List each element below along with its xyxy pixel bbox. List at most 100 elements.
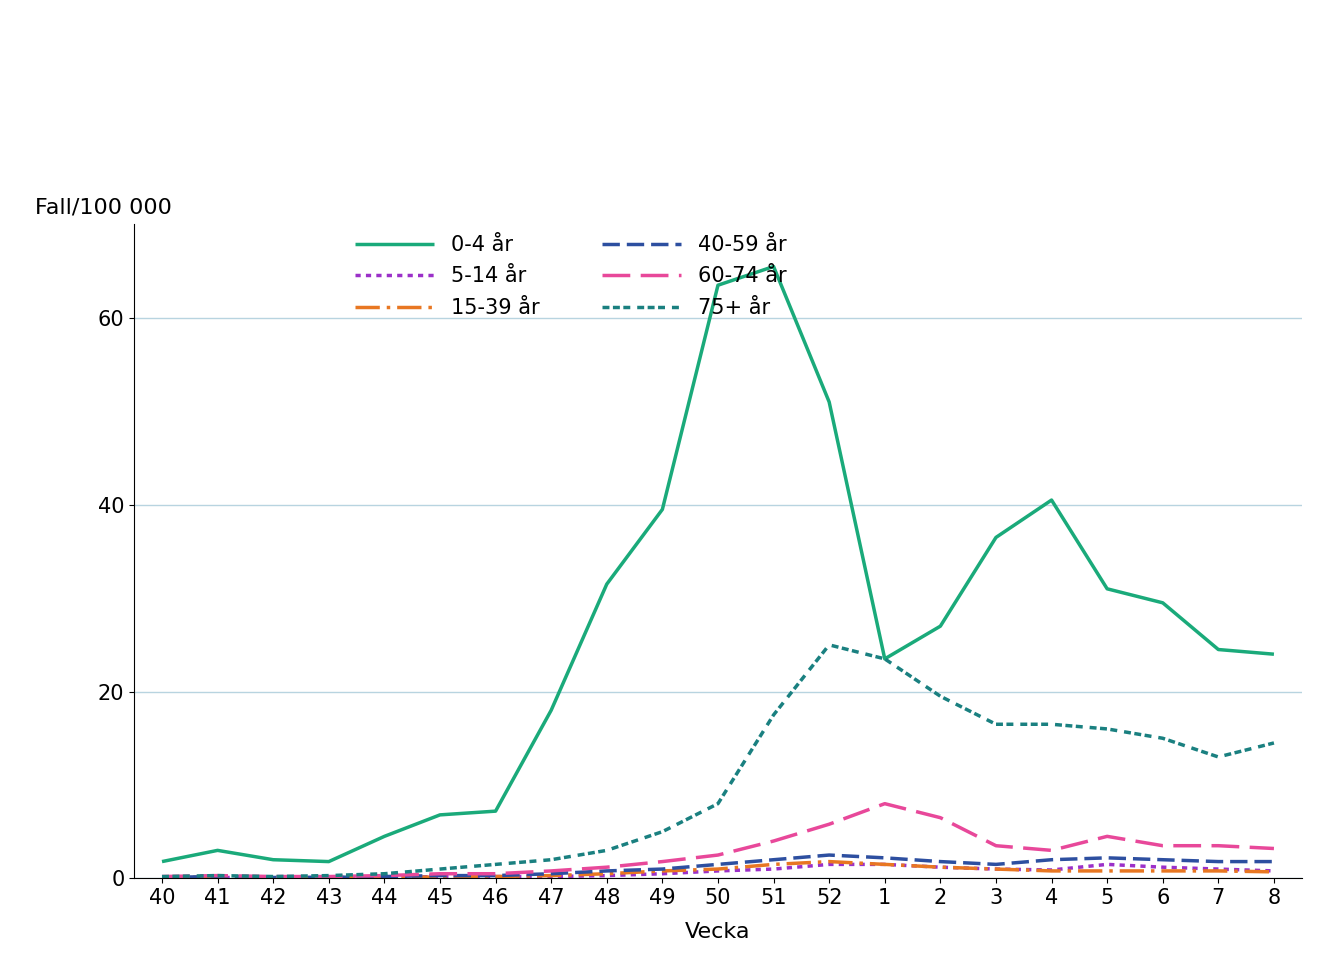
5-14 år — [544, 871, 560, 882]
40-59 år — [376, 871, 392, 882]
5-14 år — [821, 859, 837, 871]
40-59 år — [321, 872, 337, 883]
75+ år — [765, 709, 781, 720]
40-59 år — [154, 872, 170, 883]
60-74 år — [1266, 842, 1282, 854]
5-14 år — [321, 872, 337, 883]
0-4 år — [765, 261, 781, 272]
Legend: 0-4 år, 5-14 år, 15-39 år, 40-59 år, 60-74 år, 75+ år: 0-4 år, 5-14 år, 15-39 år, 40-59 år, 60-… — [354, 235, 786, 318]
75+ år — [933, 690, 949, 702]
75+ år — [154, 871, 170, 882]
15-39 år — [599, 868, 615, 879]
75+ år — [209, 870, 225, 881]
5-14 år — [1044, 864, 1060, 875]
40-59 år — [988, 859, 1004, 871]
0-4 år — [599, 578, 615, 590]
0-4 år — [933, 621, 949, 632]
15-39 år — [765, 859, 781, 871]
40-59 år — [1154, 854, 1170, 866]
40-59 år — [655, 863, 671, 874]
5-14 år — [266, 872, 282, 883]
5-14 år — [432, 871, 448, 882]
60-74 år — [876, 797, 892, 809]
X-axis label: Vecka: Vecka — [686, 922, 750, 942]
60-74 år — [1154, 839, 1170, 851]
60-74 år — [933, 812, 949, 824]
40-59 år — [1044, 854, 1060, 866]
40-59 år — [821, 849, 837, 861]
40-59 år — [1099, 852, 1115, 864]
40-59 år — [1210, 856, 1227, 868]
15-39 år — [487, 871, 503, 882]
40-59 år — [599, 865, 615, 876]
75+ år — [1266, 737, 1282, 749]
0-4 år — [487, 805, 503, 817]
0-4 år — [1044, 494, 1060, 506]
40-59 år — [933, 856, 949, 868]
75+ år — [1044, 718, 1060, 730]
5-14 år — [933, 862, 949, 874]
5-14 år — [710, 865, 726, 876]
60-74 år — [765, 835, 781, 847]
75+ år — [599, 844, 615, 856]
5-14 år — [154, 872, 170, 883]
40-59 år — [487, 870, 503, 881]
75+ år — [1099, 723, 1115, 735]
0-4 år — [321, 856, 337, 868]
Y-axis label: Fall/100 000: Fall/100 000 — [35, 198, 172, 218]
0-4 år — [432, 809, 448, 821]
40-59 år — [765, 854, 781, 866]
0-4 år — [710, 279, 726, 291]
15-39 år — [821, 856, 837, 868]
40-59 år — [544, 868, 560, 879]
15-39 år — [1044, 865, 1060, 876]
60-74 år — [988, 839, 1004, 851]
75+ år — [432, 863, 448, 874]
5-14 år — [599, 870, 615, 881]
5-14 år — [988, 863, 1004, 874]
60-74 år — [1099, 831, 1115, 842]
75+ år — [876, 653, 892, 665]
0-4 år — [1154, 597, 1170, 609]
0-4 år — [1210, 644, 1227, 656]
60-74 år — [154, 871, 170, 882]
15-39 år — [154, 872, 170, 883]
Line: 60-74 år: 60-74 år — [162, 803, 1274, 876]
40-59 år — [1266, 856, 1282, 868]
60-74 år — [655, 856, 671, 868]
5-14 år — [1266, 865, 1282, 876]
5-14 år — [1210, 863, 1227, 874]
Line: 15-39 år: 15-39 år — [162, 862, 1274, 878]
15-39 år — [988, 863, 1004, 874]
60-74 år — [209, 870, 225, 881]
60-74 år — [266, 871, 282, 882]
75+ år — [266, 871, 282, 882]
60-74 år — [1210, 839, 1227, 851]
5-14 år — [209, 872, 225, 883]
75+ år — [655, 826, 671, 837]
0-4 år — [876, 653, 892, 665]
15-39 år — [1154, 865, 1170, 876]
75+ år — [544, 854, 560, 866]
5-14 år — [1099, 859, 1115, 871]
60-74 år — [376, 870, 392, 881]
5-14 år — [765, 863, 781, 874]
15-39 år — [1210, 865, 1227, 876]
15-39 år — [710, 863, 726, 874]
60-74 år — [599, 862, 615, 874]
Line: 5-14 år: 5-14 år — [162, 865, 1274, 877]
15-39 år — [321, 873, 337, 884]
75+ år — [376, 868, 392, 879]
5-14 år — [1154, 862, 1170, 874]
60-74 år — [487, 868, 503, 879]
15-39 år — [876, 859, 892, 871]
0-4 år — [376, 831, 392, 842]
Line: 75+ år: 75+ år — [162, 645, 1274, 876]
15-39 år — [266, 872, 282, 883]
15-39 år — [1099, 865, 1115, 876]
0-4 år — [1266, 648, 1282, 660]
15-39 år — [1266, 866, 1282, 877]
15-39 år — [432, 872, 448, 883]
60-74 år — [710, 849, 726, 861]
60-74 år — [432, 868, 448, 879]
